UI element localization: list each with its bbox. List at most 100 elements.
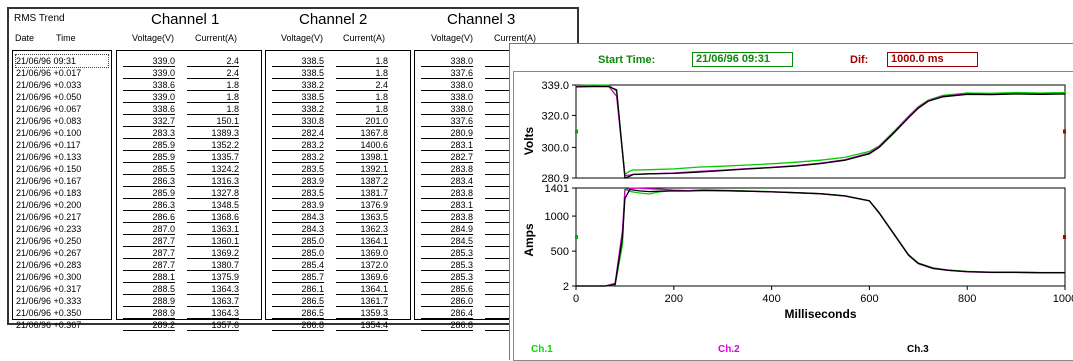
ch2-voltage-cell: 338.2 <box>272 79 324 91</box>
volts-series-3 <box>575 85 1066 179</box>
ch2-current-cell: 1369.6 <box>336 271 388 283</box>
ch1-voltage-cell: 338.6 <box>123 103 175 115</box>
time-cell[interactable]: 21/06/96 +0.350 <box>16 308 82 318</box>
time-cell[interactable]: 21/06/96 +0.367 <box>16 320 82 330</box>
ch1-voltage-cell: 287.7 <box>123 235 175 247</box>
time-cell[interactable]: 21/06/96 +0.267 <box>16 248 82 258</box>
time-cell[interactable]: 21/06/96 +0.033 <box>16 80 82 90</box>
time-cell[interactable]: 21/06/96 +0.317 <box>16 284 82 294</box>
ch3-voltage-cell: 283.8 <box>421 163 473 175</box>
time-cell[interactable]: 21/06/96 +0.250 <box>16 236 82 246</box>
ch3-voltage-cell: 338.0 <box>421 79 473 91</box>
ch1-current-cell: 1327.8 <box>187 187 239 199</box>
ch1-voltage-header: Voltage(V) <box>132 33 175 43</box>
ch1-current-cell: 1389.3 <box>187 127 239 139</box>
time-cell[interactable]: 21/06/96 +0.083 <box>16 116 82 126</box>
ch1-current-cell: 2.4 <box>187 67 239 79</box>
ch1-voltage-cell: 286.3 <box>123 175 175 187</box>
time-cell[interactable]: 21/06/96 +0.233 <box>16 224 82 234</box>
time-cell[interactable]: 21/06/96 +0.167 <box>16 176 82 186</box>
ch2-voltage-cell: 286.8 <box>272 319 324 331</box>
time-cell[interactable]: 21/06/96 +0.150 <box>16 164 82 174</box>
x-tick-label: 600 <box>860 293 878 305</box>
ch2-voltage-cell: 286.5 <box>272 295 324 307</box>
time-cell[interactable]: 21/06/96 +0.017 <box>16 68 82 78</box>
ch1-current-cell: 150.1 <box>187 115 239 127</box>
ch3-voltage-cell: 286.0 <box>421 295 473 307</box>
time-cell[interactable]: 21/06/96 +0.050 <box>16 92 82 102</box>
ch3-voltage-cell: 285.3 <box>421 259 473 271</box>
time-cell[interactable]: 21/06/96 +0.100 <box>16 128 82 138</box>
ch2-current-cell: 1.8 <box>336 67 388 79</box>
dif-field[interactable]: 1000.0 ms <box>887 52 978 67</box>
time-cell[interactable]: 21/06/96 +0.200 <box>16 200 82 210</box>
ch2-voltage-cell: 283.5 <box>272 187 324 199</box>
time-cell[interactable]: 21/06/96 +0.283 <box>16 260 82 270</box>
time-cell[interactable]: 21/06/96 09:31 <box>15 54 109 68</box>
ch3-voltage-cell: 280.9 <box>421 127 473 139</box>
time-cell[interactable]: 21/06/96 +0.133 <box>16 152 82 162</box>
ch1-voltage-cell: 289.2 <box>123 319 175 331</box>
time-cell[interactable]: 21/06/96 +0.217 <box>16 212 82 222</box>
start-time-field[interactable]: 21/06/96 09:31 <box>692 52 793 67</box>
ch1-voltage-cell: 286.6 <box>123 211 175 223</box>
ch2-voltage-cell: 338.5 <box>272 91 324 103</box>
ch2-voltage-cell: 338.5 <box>272 67 324 79</box>
ch2-current-cell: 2.4 <box>336 79 388 91</box>
ch1-voltage-cell: 332.7 <box>123 115 175 127</box>
ch1-voltage-cell: 288.9 <box>123 295 175 307</box>
ch2-current-cell: 1.8 <box>336 103 388 115</box>
amps-series-3 <box>576 188 1065 287</box>
x-tick-label: 200 <box>665 293 683 305</box>
ch3-voltage-cell: 282.7 <box>421 151 473 163</box>
ch2-voltage-cell: 282.4 <box>272 127 324 139</box>
ch1-current-cell: 1380.7 <box>187 259 239 271</box>
ch3-voltage-cell: 285.3 <box>421 247 473 259</box>
ch1-voltage-cell: 286.3 <box>123 199 175 211</box>
time-cell[interactable]: 21/06/96 +0.117 <box>16 140 81 150</box>
ch2-current-cell: 1376.9 <box>336 199 388 211</box>
start-time-label: Start Time: <box>598 54 656 66</box>
time-cell[interactable]: 21/06/96 +0.300 <box>16 272 82 282</box>
ch3-voltage-cell: 337.6 <box>421 67 473 79</box>
ch3-voltage-cell: 283.8 <box>421 187 473 199</box>
ch2-voltage-cell: 285.7 <box>272 271 324 283</box>
time-cell[interactable]: 21/06/96 +0.067 <box>16 104 82 114</box>
ch3-voltage-cell: 286.4 <box>421 307 473 319</box>
ch2-current-cell: 1381.7 <box>336 187 388 199</box>
ch2-voltage-cell: 285.0 <box>272 235 324 247</box>
channel-2-column[interactable]: 338.5 1.8 338.5 1.8 338.2 2.4 338.5 1.8 338.2 1.8… <box>265 50 411 331</box>
datetime-column[interactable]: 21/06/96 09:31 21/06/96 +0.017 21/06/96 +0… <box>12 50 112 330</box>
volts-ytick-label: 300.0 <box>541 142 569 154</box>
ch1-current-header: Current(A) <box>195 33 238 43</box>
volts-ytick-label: 280.9 <box>541 173 569 185</box>
time-cell[interactable]: 21/06/96 +0.333 <box>16 296 82 306</box>
time-header: Time <box>56 33 76 43</box>
ch1-voltage-cell: 287.0 <box>123 223 175 235</box>
amps-ytick-label: 1401 <box>545 183 569 195</box>
volts-series-1 <box>575 84 1066 176</box>
ch1-voltage-cell: 288.5 <box>123 283 175 295</box>
amps-cursor-left <box>575 235 578 239</box>
ch3-voltage-cell: 283.8 <box>421 211 473 223</box>
ch3-voltage-cell: 337.6 <box>421 115 473 127</box>
table-title: RMS Trend <box>14 13 65 24</box>
ch2-voltage-cell: 285.4 <box>272 259 324 271</box>
ch1-current-cell: 1363.7 <box>187 295 239 307</box>
volts-cursor-right <box>1063 129 1066 134</box>
ch1-voltage-cell: 287.7 <box>123 259 175 271</box>
amps-axis-label: Amps <box>522 223 536 257</box>
ch2-current-cell: 1369.0 <box>336 247 388 259</box>
ch2-voltage-cell: 283.9 <box>272 175 324 187</box>
ch3-voltage-cell: 286.8 <box>421 319 473 331</box>
ch1-current-cell: 1.8 <box>187 79 239 91</box>
time-cell[interactable]: 21/06/96 +0.183 <box>16 188 82 198</box>
ch1-current-cell: 1324.2 <box>187 163 239 175</box>
chart-window: Start Time: 21/06/96 09:31 Dif: 1000.0 m… <box>509 43 1073 361</box>
ch3-voltage-cell: 338.0 <box>421 55 473 67</box>
ch2-current-cell: 1354.4 <box>336 319 388 331</box>
legend-ch3: Ch.3 <box>907 344 929 355</box>
trend-charts: 339.0 320.0 300.0 280.9 Volts 1401 1000 500 2 Amp… <box>522 80 1073 321</box>
channel-1-column[interactable]: 339.0 2.4 339.0 2.4 338.6 1.8 339.0 1.8 338.6 1.8… <box>116 50 262 331</box>
ch3-voltage-cell: 338.0 <box>421 103 473 115</box>
